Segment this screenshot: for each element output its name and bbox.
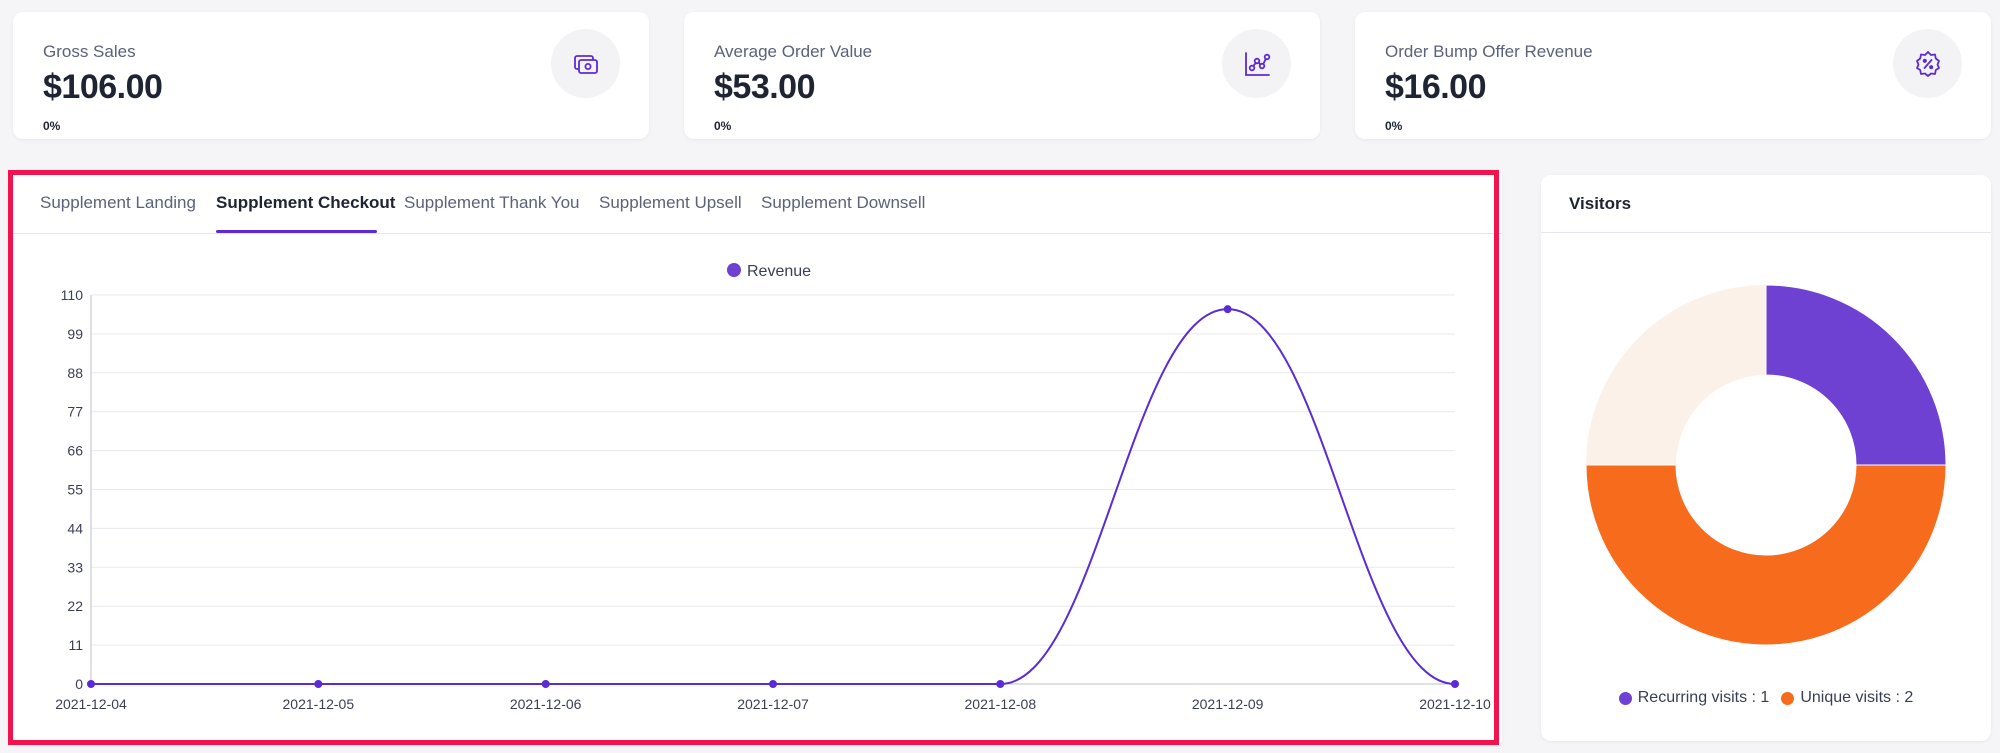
revenue-series-line (90, 308, 1456, 685)
y-tick-label: 99 (67, 326, 83, 342)
y-tick-label: 77 (67, 404, 83, 420)
revenue-data-point[interactable] (541, 680, 550, 688)
visitors-card: Visitors Recurring visits : 1 Unique vis… (1541, 175, 1991, 741)
y-tick-label: 88 (67, 365, 83, 381)
y-tick-label: 110 (61, 287, 84, 303)
visitors-title: Visitors (1569, 194, 1632, 213)
stat-value: $106.00 (43, 68, 163, 106)
legend-swatch (1781, 691, 1795, 705)
x-tick-label: 2021-12-06 (510, 696, 582, 712)
x-tick-label: 2021-12-08 (965, 696, 1037, 712)
y-tick-label: 33 (67, 559, 83, 575)
chart-points-icon (1222, 29, 1291, 98)
stat-value: $16.00 (1385, 68, 1487, 106)
legend-swatch (727, 263, 741, 277)
x-tick-label: 2021-12-05 (283, 696, 355, 712)
revenue-data-point[interactable] (314, 680, 323, 688)
y-tick-label: 55 (67, 482, 83, 498)
tab-supplement-landing[interactable]: Supplement Landing (40, 193, 196, 212)
stat-value: $53.00 (714, 68, 816, 106)
chart-legend[interactable]: Revenue (727, 263, 811, 280)
stat-change: 0% (43, 119, 61, 133)
money-icon (551, 29, 620, 98)
tab-supplement-checkout[interactable]: Supplement Checkout (216, 193, 396, 212)
discount-badge-icon (1893, 29, 1962, 98)
visitors-legend: Recurring visits : 1 Unique visits : 2 (1541, 689, 1991, 707)
stat-card-average-order-value: Average Order Value $53.00 0% (684, 12, 1320, 139)
legend-swatch (1618, 691, 1632, 705)
active-tab-indicator (216, 230, 377, 233)
stat-change: 0% (714, 119, 732, 133)
stat-card-order-bump-revenue: Order Bump Offer Revenue $16.00 0% (1355, 12, 1991, 139)
visitors-header: Visitors (1541, 175, 1991, 233)
y-tick-label: 22 (67, 598, 83, 614)
donut-slice-recurring[interactable] (1765, 284, 1947, 466)
y-tick-label: 0 (75, 676, 83, 692)
y-tick-label: 44 (67, 520, 83, 536)
y-tick-label: 66 (67, 443, 83, 459)
revenue-data-point[interactable] (1451, 680, 1459, 688)
stat-change: 0% (1385, 119, 1403, 133)
stat-card-gross-sales: Gross Sales $106.00 0% (13, 12, 649, 139)
revenue-data-point[interactable] (769, 680, 777, 688)
legend-label: Unique visits : 2 (1800, 689, 1914, 706)
visitors-donut-chart (1585, 284, 1947, 646)
stat-label: Order Bump Offer Revenue (1385, 42, 1593, 61)
legend-unique-visits[interactable]: Unique visits : 2 (1781, 689, 1913, 707)
revenue-data-point[interactable] (1223, 305, 1232, 314)
tab-supplement-downsell[interactable]: Supplement Downsell (761, 193, 926, 212)
legend-label: Recurring visits : 1 (1637, 689, 1770, 706)
y-tick-label: 11 (68, 637, 83, 653)
revenue-data-point[interactable] (87, 680, 95, 688)
revenue-chart-card: Supplement Landing Supplement Checkout S… (10, 171, 1502, 744)
x-tick-label: 2021-12-09 (1192, 696, 1264, 712)
revenue-data-point[interactable] (996, 680, 1005, 688)
revenue-line-chart: 0 11 22 33 44 55 66 77 88 99 110 2021-12-04 2021-12-… (55, 263, 1491, 712)
tab-supplement-upsell[interactable]: Supplement Upsell (599, 193, 742, 212)
x-tick-label: 2021-12-07 (737, 696, 809, 712)
funnel-step-tabs: Supplement Landing Supplement Checkout S… (10, 171, 1502, 234)
donut-slice-unique[interactable] (1585, 464, 1947, 646)
tab-supplement-thank-you[interactable]: Supplement Thank You (404, 193, 580, 212)
legend-recurring-visits[interactable]: Recurring visits : 1 (1618, 689, 1770, 707)
x-tick-label: 2021-12-04 (55, 696, 127, 712)
x-tick-label: 2021-12-10 (1419, 696, 1491, 712)
stat-label: Gross Sales (43, 42, 136, 61)
legend-label: Revenue (747, 263, 811, 280)
stat-label: Average Order Value (714, 42, 873, 61)
